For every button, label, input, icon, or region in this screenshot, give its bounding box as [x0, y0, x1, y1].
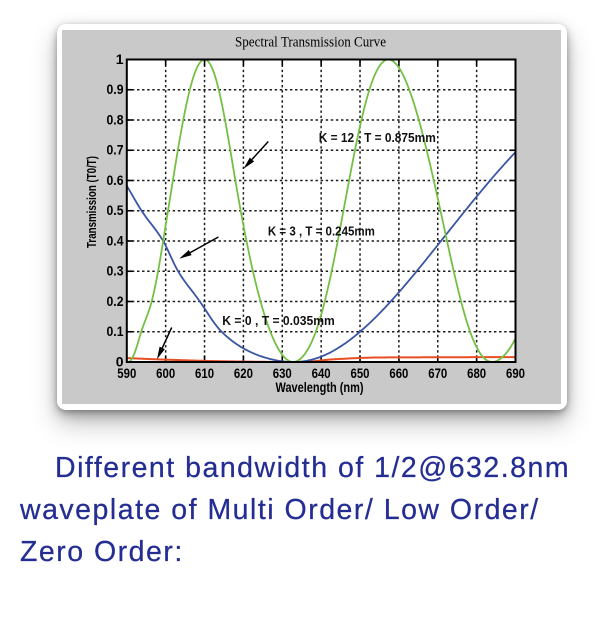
svg-text:680: 680: [467, 365, 486, 381]
svg-text:630: 630: [273, 365, 292, 381]
svg-text:0.6: 0.6: [107, 172, 124, 188]
svg-text:650: 650: [351, 365, 370, 381]
svg-text:0.9: 0.9: [107, 81, 124, 97]
svg-text:620: 620: [234, 365, 253, 381]
svg-text:670: 670: [428, 365, 447, 381]
svg-text:0.8: 0.8: [107, 111, 124, 127]
svg-text:Spectral Transmission Curve: Spectral Transmission Curve: [235, 34, 386, 50]
svg-text:Transmission (T0/T): Transmission (T0/T): [85, 156, 99, 248]
svg-text:0.2: 0.2: [107, 293, 124, 309]
svg-text:K = 12 , T = 0.875mm: K = 12 , T = 0.875mm: [319, 131, 436, 145]
svg-text:0.7: 0.7: [107, 142, 124, 158]
svg-text:660: 660: [389, 365, 408, 381]
svg-text:640: 640: [312, 365, 331, 381]
svg-text:0.4: 0.4: [107, 232, 124, 248]
svg-text:600: 600: [156, 365, 175, 381]
svg-text:0.3: 0.3: [107, 263, 124, 279]
svg-text:K = 3 , T = 0.245mm: K = 3 , T = 0.245mm: [268, 225, 375, 239]
svg-text:0.1: 0.1: [107, 323, 124, 339]
svg-text:0: 0: [116, 353, 124, 369]
svg-text:Wavelength (nm): Wavelength (nm): [276, 380, 364, 395]
svg-text:590: 590: [117, 365, 136, 381]
svg-text:K = 0 , T = 0.035mm: K = 0 , T = 0.035mm: [222, 314, 334, 328]
svg-text:690: 690: [506, 365, 525, 381]
svg-text:610: 610: [195, 365, 214, 381]
svg-text:1: 1: [116, 51, 124, 67]
svg-text:0.5: 0.5: [107, 202, 124, 218]
